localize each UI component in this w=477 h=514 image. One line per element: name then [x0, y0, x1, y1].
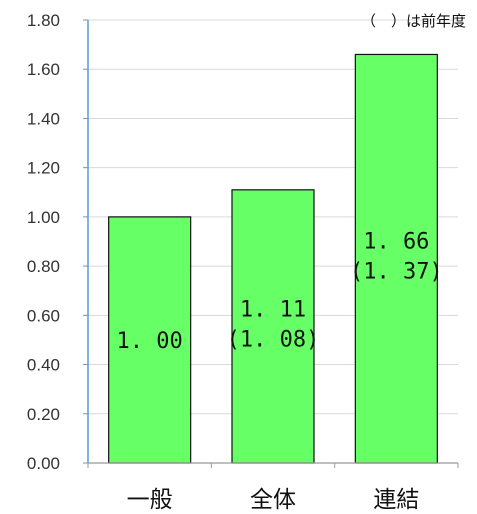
category-label: 連結	[373, 487, 419, 513]
y-tick-label: 1.60	[27, 60, 60, 79]
y-tick-label: 1.80	[27, 11, 60, 30]
y-tick-label: 0.00	[27, 454, 60, 473]
bar-previous-year-label: (1. 08)	[227, 327, 320, 352]
bar-1	[108, 216, 192, 464]
bar-3	[354, 53, 438, 464]
y-tick-label: 1.40	[27, 109, 60, 128]
bar-value-label: 1. 66	[363, 230, 429, 255]
category-label: 一般	[127, 487, 173, 513]
bar-value-label: 1. 00	[117, 329, 183, 354]
y-tick-label: 0.60	[27, 306, 60, 325]
y-tick-label: 0.20	[27, 405, 60, 424]
y-axis: 0.00 0.20 0.40 0.60 0.80 1.00 1.20 1.40 1.60 1.80	[27, 11, 89, 473]
bar-value-label: 1. 11	[240, 297, 306, 322]
y-tick-label: 0.80	[27, 257, 60, 276]
bar-previous-year-label: (1. 37)	[350, 260, 443, 285]
bar-2	[231, 189, 315, 464]
y-tick-label: 0.40	[27, 356, 60, 375]
y-tick-label: 1.20	[27, 159, 60, 178]
x-axis: 一般 全体 連結	[87, 462, 459, 513]
y-tick-label: 1.00	[27, 208, 60, 227]
bars: 1. 00 1. 11 (1. 08) 1. 66 (1. 37)	[108, 53, 443, 464]
category-label: 全体	[250, 487, 296, 513]
previous-year-note: （ ）は前年度	[361, 12, 466, 30]
